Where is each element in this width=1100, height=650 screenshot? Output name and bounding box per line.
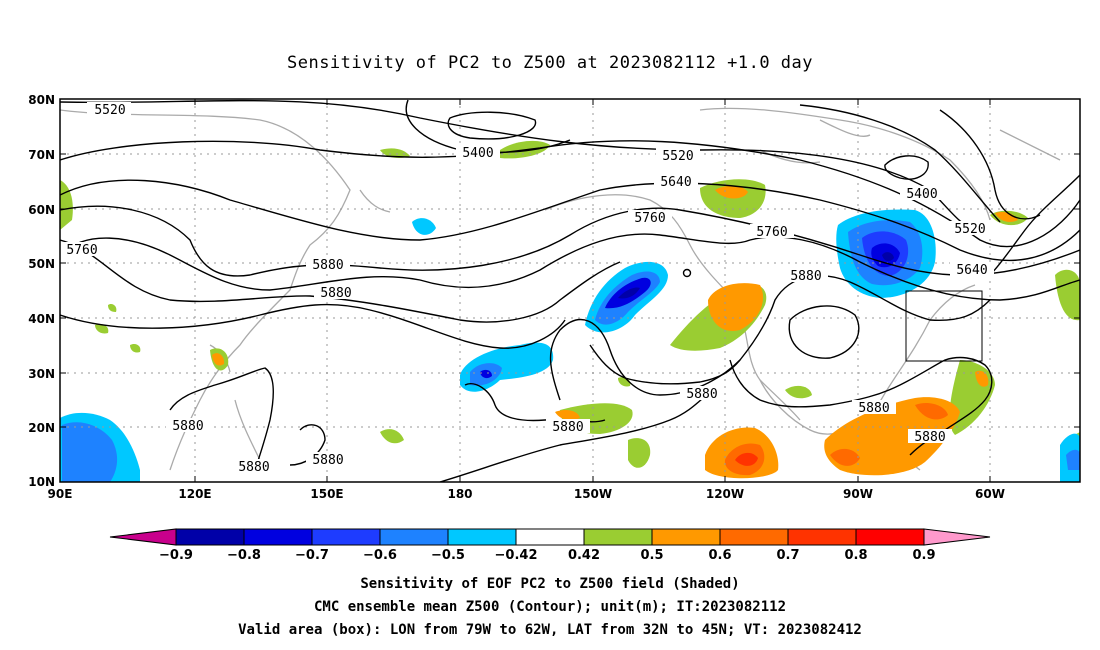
lat-label: 20N <box>28 421 55 435</box>
tick-marks <box>60 98 1080 482</box>
colorbar-tick-label: 0.8 <box>844 548 867 563</box>
colorbar-swatch <box>651 528 721 546</box>
contour-label: 5520 <box>662 149 693 164</box>
map-plot-area: 5520 5400 5520 5640 5400 5520 5760 5760 … <box>60 99 1080 482</box>
contour-label: 5520 <box>94 103 125 118</box>
lon-label: 150E <box>310 487 343 501</box>
contour-label: 5880 <box>914 430 945 445</box>
contour-label: 5880 <box>172 419 203 434</box>
colorbar-swatch <box>787 528 857 546</box>
colorbar-swatch <box>311 528 381 546</box>
lon-label: 120E <box>178 487 211 501</box>
contour-label: 5880 <box>790 269 821 284</box>
valid-area-box <box>905 290 983 362</box>
colorbar-swatch <box>447 528 517 546</box>
latitude-labels: 80N 70N 60N 50N 40N 30N 20N 10N <box>28 93 55 489</box>
lon-label: 60W <box>975 487 1005 501</box>
colorbar-tick-label: 0.7 <box>776 548 799 563</box>
colorbar-end-max <box>923 528 991 546</box>
contour-labels: 5520 5400 5520 5640 5400 5520 5760 5760 … <box>60 102 994 475</box>
shading-negative <box>60 209 1080 482</box>
caption-line-2: CMC ensemble mean Z500 (Contour); unit(m… <box>314 599 786 615</box>
chart-title: Sensitivity of PC2 to Z500 at 2023082112… <box>287 53 813 73</box>
colorbar-tick-label: 0.5 <box>640 548 663 563</box>
lat-label: 80N <box>28 93 55 107</box>
contour-label: 5880 <box>686 387 717 402</box>
lat-label: 70N <box>28 148 55 162</box>
colorbar-tick-label: −0.7 <box>295 548 329 563</box>
contour-label: 5400 <box>906 187 937 202</box>
colorbar-swatch <box>243 528 313 546</box>
colorbar-tick-label: 0.9 <box>912 548 935 563</box>
shading-positive-strong <box>212 185 1018 479</box>
contour-label: 5640 <box>956 263 987 278</box>
captions: Sensitivity of EOF PC2 to Z500 field (Sh… <box>238 576 862 638</box>
contour-label: 5880 <box>312 258 343 273</box>
contour-label: 5640 <box>660 175 691 190</box>
lon-label: 90E <box>48 487 73 501</box>
colorbar-swatch <box>175 528 245 546</box>
lat-label: 60N <box>28 203 55 217</box>
plot-border <box>59 98 1081 483</box>
longitude-labels: 90E 120E 150E 180 150W 120W 90W 60W <box>48 487 1005 501</box>
caption-line-3: Valid area (box): LON from 79W to 62W, L… <box>238 622 862 638</box>
colorbar-tick-label: −0.8 <box>227 548 261 563</box>
contour-label: 5400 <box>462 146 493 161</box>
lat-label: 50N <box>28 257 55 271</box>
lat-label: 40N <box>28 312 55 326</box>
colorbar-tick-label: 0.6 <box>708 548 731 563</box>
contour-label: 5880 <box>858 401 889 416</box>
contour-label: 5760 <box>756 225 787 240</box>
z500-contours <box>60 99 1080 482</box>
colorbar-tick-label: 0.42 <box>568 548 600 563</box>
contour-label: 5880 <box>552 420 583 435</box>
colorbar-tick-label: −0.6 <box>363 548 397 563</box>
colorbar-tick-label: −0.9 <box>159 548 193 563</box>
colorbar-swatch <box>855 528 925 546</box>
colorbar-swatch <box>515 528 585 546</box>
contour-label: 5760 <box>634 211 665 226</box>
contour-label: 5880 <box>238 460 269 475</box>
lat-label: 30N <box>28 367 55 381</box>
colorbar-tick-label: −0.5 <box>431 548 465 563</box>
colorbar-swatch <box>379 528 449 546</box>
contour-label: 5880 <box>320 286 351 301</box>
colorbar-end-min <box>109 528 177 546</box>
lon-label: 90W <box>843 487 873 501</box>
colorbar-tick-label: −0.42 <box>495 548 538 563</box>
contour-label: 5880 <box>312 453 343 468</box>
lon-label: 180 <box>447 487 472 501</box>
lat-label: 10N <box>28 475 55 489</box>
contour-label: 5760 <box>66 243 97 258</box>
colorbar <box>109 528 991 546</box>
contour-label: 5520 <box>954 222 985 237</box>
colorbar-swatch <box>583 528 653 546</box>
colorbar-swatch <box>719 528 789 546</box>
colorbar-labels: −0.9 −0.8 −0.7 −0.6 −0.5 −0.42 0.42 0.5 0.6 0.7 0.… <box>159 548 935 563</box>
caption-line-1: Sensitivity of EOF PC2 to Z500 field (Sh… <box>360 576 739 592</box>
lon-label: 150W <box>574 487 612 501</box>
lon-label: 120W <box>706 487 744 501</box>
